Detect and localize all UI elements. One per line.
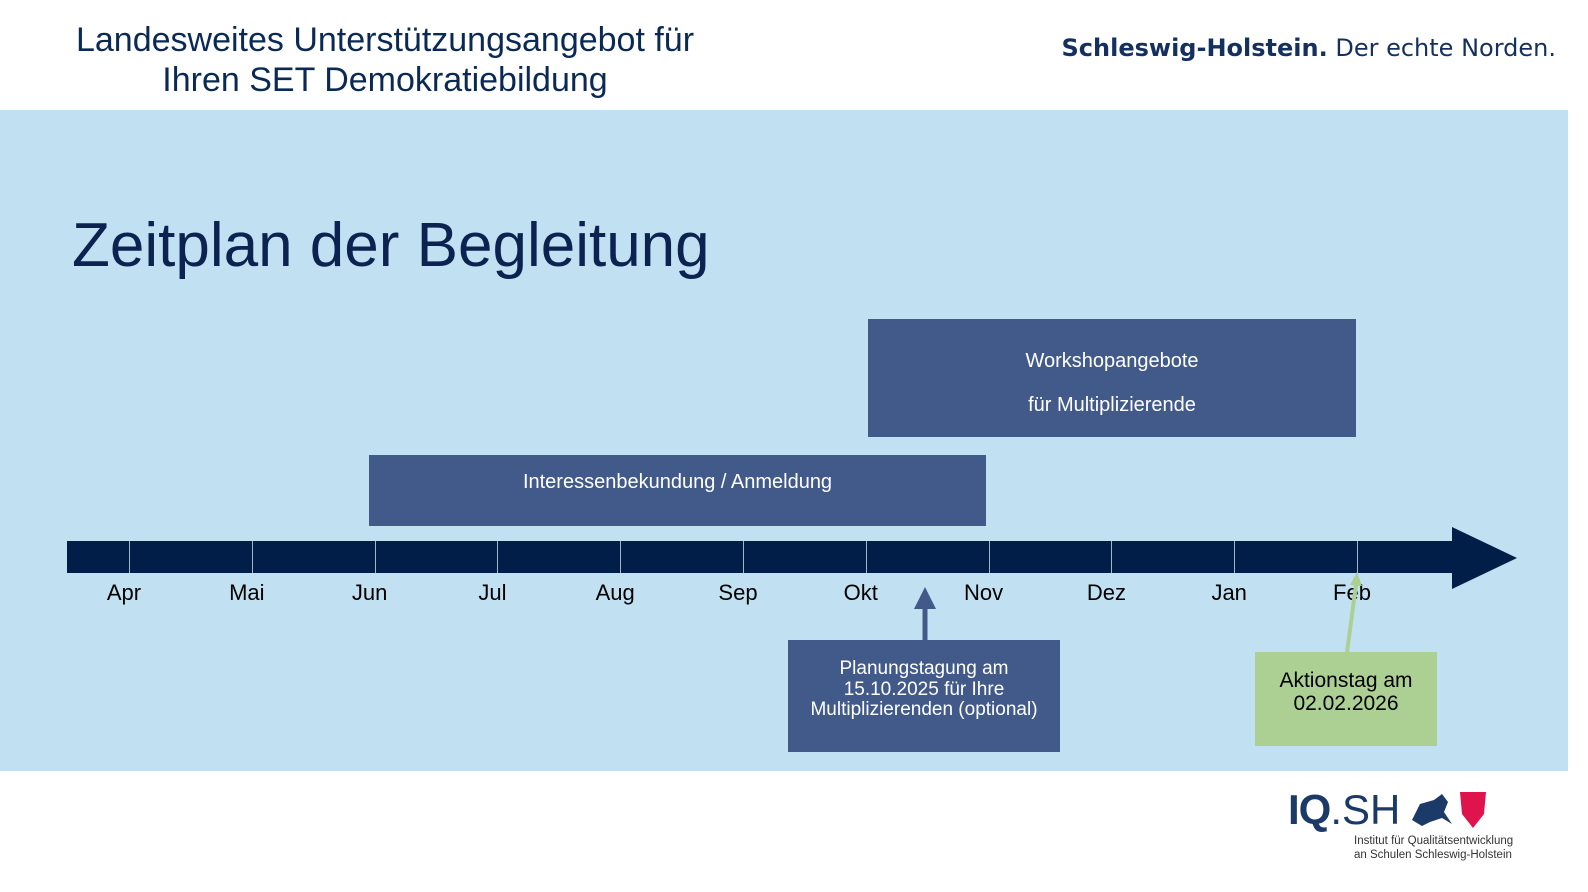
month-label: Mai <box>229 580 265 605</box>
interest-box: Interessenbekundung / Anmeldung <box>369 455 986 526</box>
timeline-tick <box>988 541 990 573</box>
action-line1: Aktionstag am <box>1279 669 1413 692</box>
month-label: Jan <box>1211 580 1247 605</box>
workshop-box: Workshopangebote für Multiplizierende <box>868 319 1356 437</box>
month-label: Dez <box>1086 580 1126 605</box>
planning-line2: 15.10.2025 für Ihre <box>843 678 1005 700</box>
timeline-tick <box>620 541 622 573</box>
timeline-tick <box>374 541 376 573</box>
workshop-line1: Workshopangebote <box>1025 350 1199 372</box>
header-title-line1: Landesweites Unterstützungsangebot für <box>75 21 695 59</box>
timeline-tick <box>251 541 253 573</box>
planning-line1: Planungstagung am <box>839 658 1009 679</box>
brand-bold: Schleswig-Holstein. <box>1061 34 1328 62</box>
action-day-box: Aktionstag am 02.02.2026 <box>1255 652 1437 746</box>
month-label: Okt <box>843 580 878 605</box>
timeline-bar <box>67 541 1457 573</box>
workshop-line2: für Multiplizierende <box>1028 394 1196 416</box>
month-label: Aug <box>595 580 635 605</box>
main-title: Zeitplan der Begleitung <box>72 211 710 280</box>
timeline-tick <box>129 541 130 573</box>
timeline-arrowhead-icon <box>1452 527 1517 589</box>
brand-slogan: Schleswig-Holstein. Der echte Norden. <box>1062 34 1556 62</box>
logo-subtitle-line2: an Schulen Schleswig-Holstein <box>1354 849 1512 861</box>
timeline-tick <box>1234 541 1236 573</box>
planning-box: Planungstagung am 15.10.2025 für Ihre Mu… <box>788 640 1060 752</box>
timeline-tick <box>1111 541 1113 573</box>
header-title-line2: Ihren SET Demokratiebildung <box>162 61 608 99</box>
timeline-tick <box>497 541 499 573</box>
month-label: Jul <box>478 580 507 605</box>
month-label: Apr <box>106 580 142 605</box>
month-label: Sep <box>718 580 758 605</box>
coat-of-arms-icon <box>1412 792 1487 828</box>
month-label: Nov <box>964 580 1004 605</box>
header-title: Landesweites Unterstützungsangebot für I… <box>20 20 750 100</box>
timeline-tick <box>1357 541 1358 573</box>
logo-subtitle-line1: Institut für Qualitätsentwicklung <box>1354 835 1514 847</box>
month-label: Jun <box>351 580 388 605</box>
timeline-tick <box>865 541 867 573</box>
brand-rest: Der echte Norden. <box>1327 34 1556 62</box>
iqsh-logo: IQ .SH Institut für Qualitätsentwicklung … <box>1288 786 1513 862</box>
action-arrow-icon <box>1345 572 1362 653</box>
logo-iq: IQ <box>1288 786 1331 833</box>
planning-arrow-icon <box>914 587 936 640</box>
logo-sh: .SH <box>1330 786 1401 833</box>
planning-line3: Multiplizierenden (optional) <box>810 699 1038 720</box>
action-line2: 02.02.2026 <box>1293 692 1399 715</box>
timeline-tick <box>743 541 744 573</box>
